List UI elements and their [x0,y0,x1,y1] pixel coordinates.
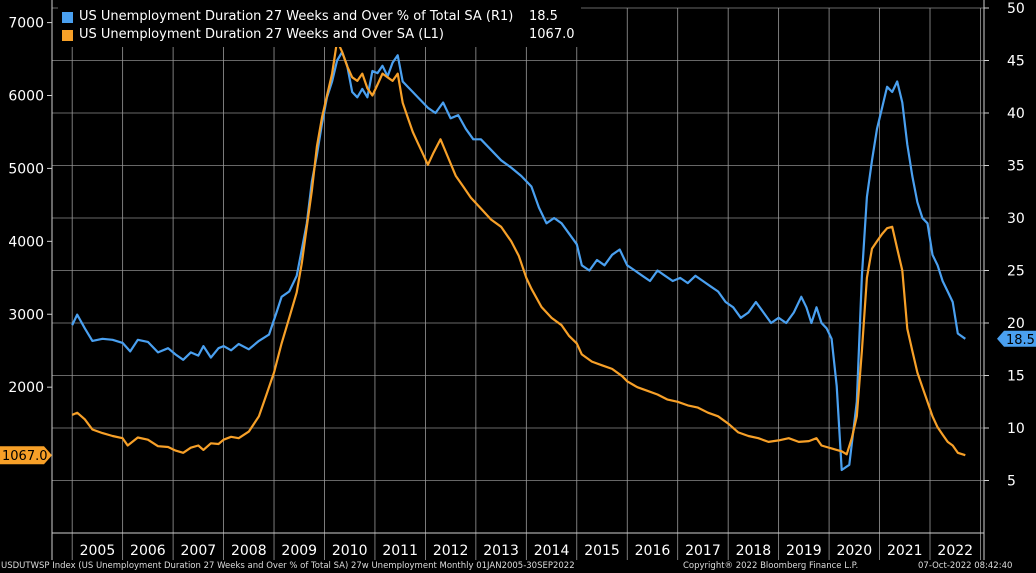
last-value-label-count: 1067.0 [2,449,48,464]
x-tick-label: 2006 [130,543,166,559]
left-tick-label: 2000 [8,380,44,396]
legend-value-pct: 18.5 [529,9,558,24]
chart-canvas: 2005 2006 2007 2008 2009 2010 2011 2012 2013 2014… [0,0,1036,560]
right-tick-label: 20 [1007,316,1025,332]
x-tick-label: 2016 [635,543,671,559]
last-value-tag-pct [997,330,1036,347]
legend-swatch-blue [62,11,73,23]
footer-bar: USDUTWSP Index (US Unemployment Duration… [0,561,1036,573]
left-tick-label: 5000 [8,161,44,177]
right-tick-label: 40 [1007,106,1025,122]
grid-lines [52,7,984,560]
x-tick-label: 2022 [937,543,973,559]
legend-label-count: US Unemployment Duration 27 Weeks and Ov… [79,27,444,42]
last-value-label-pct: 18.5 [1006,333,1035,348]
x-tick-label: 2005 [80,543,116,559]
x-axis-ticks: 2005 2006 2007 2008 2009 2010 2011 2012 2013 2014… [80,543,973,559]
x-tick-label: 2010 [332,543,368,559]
right-tick-label: 45 [1007,54,1025,70]
series-line-pct-of-total [71,51,966,472]
left-tick-label: 7000 [8,16,44,32]
legend-value-count: 1067.0 [529,27,575,42]
right-tick-label: 30 [1007,211,1025,227]
chart-legend: US Unemployment Duration 27 Weeks and Ov… [58,6,581,47]
right-tick-label: 5 [1007,474,1016,490]
x-tick-label: 2009 [281,543,317,559]
x-tick-label: 2007 [181,543,217,559]
axes [51,0,985,560]
legend-label-pct: US Unemployment Duration 27 Weeks and Ov… [79,9,514,24]
x-tick-label: 2021 [887,543,923,559]
series-line-count [71,39,966,457]
right-tick-label: 35 [1007,159,1025,175]
x-tick-label: 2011 [382,543,418,559]
left-axis-ticks: 2000 3000 4000 5000 6000 7000 [8,16,52,396]
x-tick-label: 2018 [736,543,772,559]
left-tick-label: 3000 [8,307,44,323]
left-tick-label: 6000 [8,89,44,105]
x-tick-label: 2014 [534,543,570,559]
left-tick-label: 4000 [8,234,44,250]
x-tick-label: 2013 [483,543,519,559]
x-tick-label: 2017 [685,543,721,559]
footer-copyright: Copyright® 2022 Bloomberg Finance L.P. [683,561,859,571]
x-tick-label: 2015 [584,543,620,559]
footer-timestamp: 07-Oct-2022 08:42:40 [918,561,1013,571]
series-lines [71,39,966,472]
legend-entry-pct: US Unemployment Duration 27 Weeks and Ov… [62,8,575,26]
right-tick-label: 25 [1007,264,1025,280]
footer-index-text: USDUTWSP Index (US Unemployment Duration… [1,561,575,571]
legend-swatch-orange [62,29,73,41]
right-axis-ticks: 5 10 15 20 25 30 35 40 45 50 [984,1,1025,490]
x-tick-label: 2020 [836,543,872,559]
legend-entry-count: US Unemployment Duration 27 Weeks and Ov… [62,26,575,44]
last-value-tag-count [0,446,52,465]
x-tick-label: 2019 [786,543,822,559]
last-value-tags: 18.5 1067.0 [0,330,1036,465]
right-tick-label: 10 [1007,421,1025,437]
x-tick-label: 2012 [433,543,469,559]
x-tick-label: 2008 [231,543,267,559]
right-tick-label: 15 [1007,369,1025,385]
right-tick-label: 50 [1007,1,1025,17]
